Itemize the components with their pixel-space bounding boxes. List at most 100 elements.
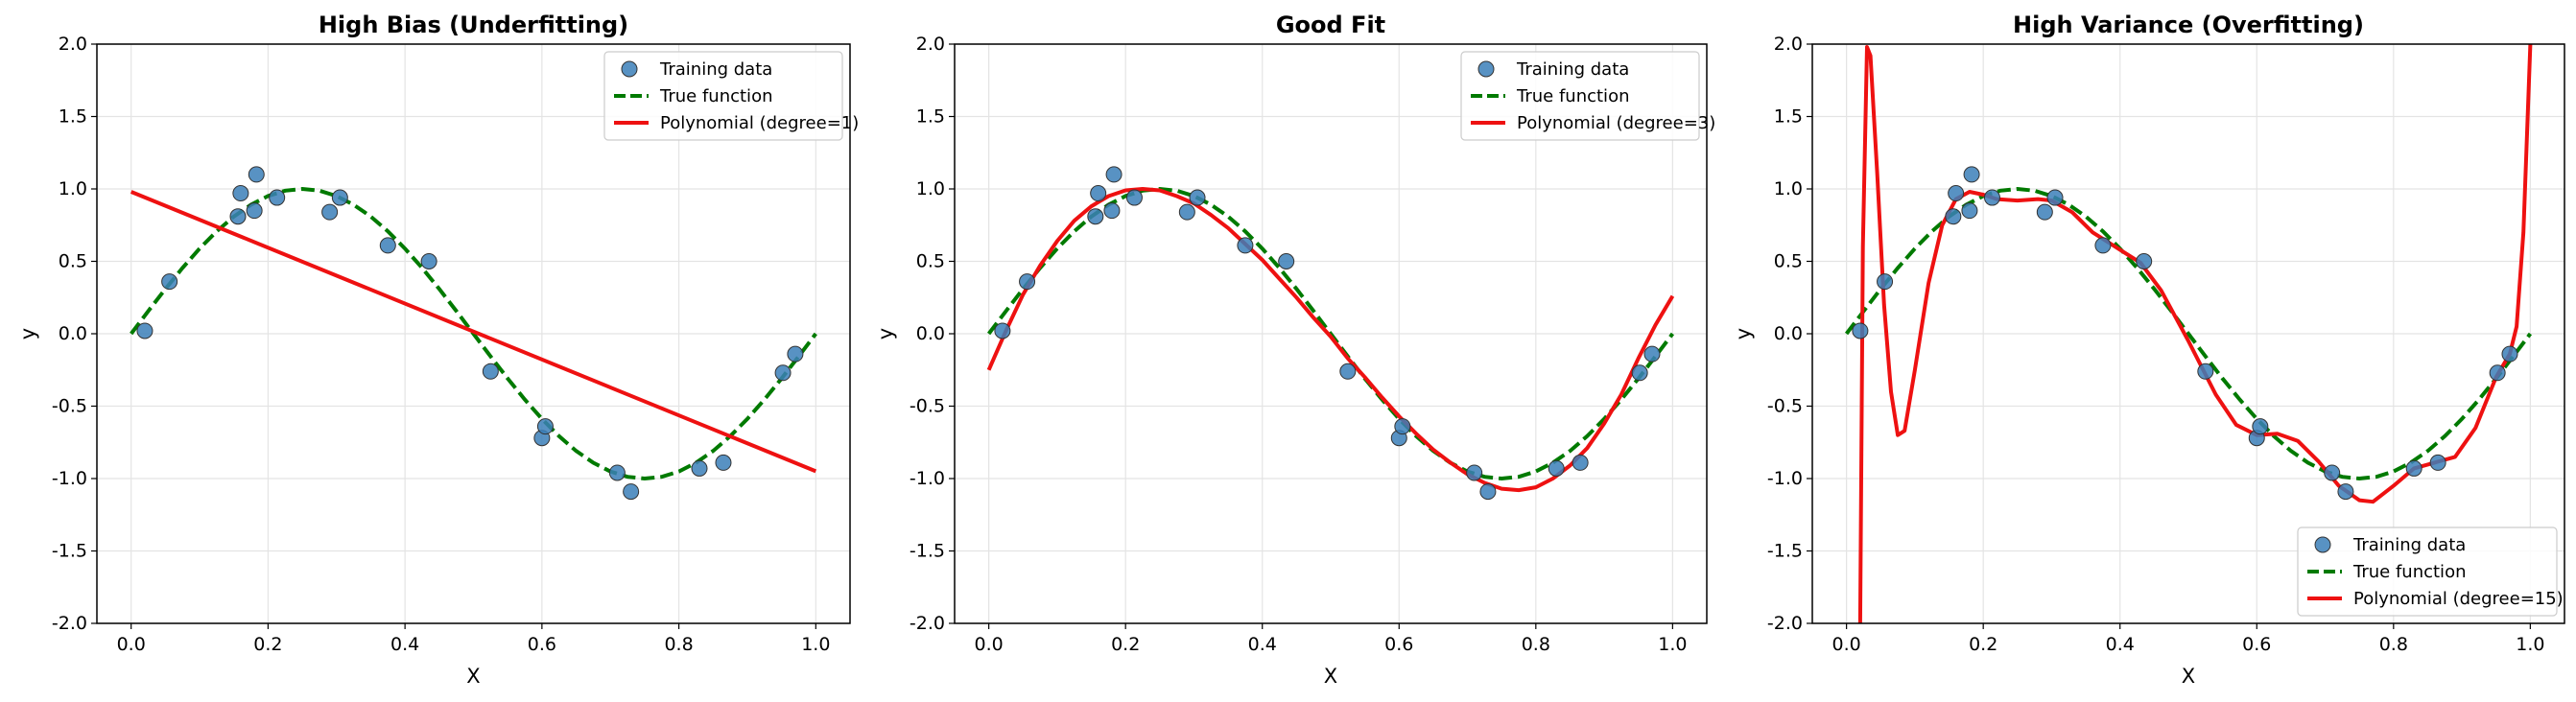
training-point <box>232 185 249 202</box>
training-point <box>420 253 437 269</box>
y-tick-label: -1.5 <box>910 541 945 562</box>
training-point <box>482 363 499 380</box>
x-tick-label: 1.0 <box>2516 634 2544 655</box>
training-point <box>1339 363 1357 380</box>
legend: Training data True function Polynomial (de… <box>603 51 859 141</box>
training-point <box>229 208 247 225</box>
axes-frame <box>1811 43 2565 624</box>
chart-panel-3: 0.0 0.2 0.4 0.6 0.8 1.0 -2.0 -1.5 -1.0 -0.5 0.0 0.5… <box>1732 12 2565 688</box>
y-tick-label: -0.5 <box>1767 396 1803 417</box>
training-point <box>774 364 792 382</box>
y-tick-label: 2.0 <box>916 34 945 55</box>
x-tick-label: 0.2 <box>1969 634 1997 655</box>
training-point <box>1963 166 1980 183</box>
training-point <box>536 418 554 435</box>
legend-box <box>603 51 843 141</box>
chart-panel-2: 0.0 0.2 0.4 0.6 0.8 1.0 -2.0 -1.5 -1.0 -0.5 0.0 0.5… <box>874 12 1715 688</box>
legend-label: Polynomial (degree=15) <box>2353 589 2564 609</box>
y-axis-label: y <box>874 328 897 339</box>
training-point <box>1961 202 1978 220</box>
true-function-line <box>987 186 1674 481</box>
legend-marker-training <box>1477 60 1495 78</box>
y-tick-label: 0.0 <box>916 323 945 344</box>
legend-label: True function <box>1516 86 1629 106</box>
legend: Training data True function Polynomial (de… <box>1460 51 1715 141</box>
x-tick-label: 0.4 <box>390 634 419 655</box>
axes-frame <box>954 43 1708 624</box>
training-point <box>1631 364 1648 382</box>
training-point <box>161 273 178 291</box>
legend-label: Training data <box>659 59 772 80</box>
chart-title: Good Fit <box>1276 12 1385 38</box>
training-point <box>2136 253 2153 269</box>
training-point <box>623 483 640 501</box>
training-point <box>2501 345 2518 363</box>
y-axis-label: y <box>1732 328 1755 339</box>
training-point <box>269 189 286 206</box>
x-tick-label: 0.6 <box>528 634 556 655</box>
legend-box <box>1460 51 1700 141</box>
training-point <box>2337 483 2354 501</box>
polynomial-fit-line <box>986 187 1675 493</box>
y-tick-label: -1.5 <box>52 541 87 562</box>
training-point <box>1548 459 1565 477</box>
x-tick-label: 0.8 <box>2379 634 2408 655</box>
legend-label: True function <box>659 86 772 106</box>
training-point <box>1178 203 1195 221</box>
plot-area <box>986 166 1675 501</box>
training-point <box>1237 237 1254 254</box>
x-tick-label: 0.2 <box>253 634 282 655</box>
training-point <box>608 464 626 481</box>
training-point <box>1983 189 2000 206</box>
legend-label: Polynomial (degree=3) <box>1517 113 1715 133</box>
training-point <box>1090 185 1107 202</box>
y-tick-label: 1.5 <box>916 106 945 128</box>
y-axis-label: y <box>16 328 39 339</box>
training-point <box>1643 345 1661 363</box>
x-axis-label: X <box>1324 665 1337 688</box>
legend-label: True function <box>2352 562 2466 582</box>
y-tick-label: -1.0 <box>1767 468 1803 489</box>
training-point <box>379 237 396 254</box>
training-point <box>787 345 804 363</box>
chart-title: High Bias (Underfitting) <box>319 12 628 38</box>
x-axis-label: X <box>2182 665 2195 688</box>
training-point <box>1019 273 1036 291</box>
training-point <box>1572 454 1589 471</box>
training-point <box>2252 418 2269 435</box>
x-tick-label: 0.6 <box>1384 634 1413 655</box>
training-point <box>715 454 732 471</box>
training-point <box>2046 189 2064 206</box>
training-point <box>2429 454 2446 471</box>
training-point <box>2489 364 2506 382</box>
training-point <box>136 322 154 339</box>
y-tick-label: 1.5 <box>1774 106 1803 128</box>
training-point <box>2405 459 2422 477</box>
training-point <box>1945 208 1962 225</box>
training-point <box>1394 418 1411 435</box>
y-tick-label: -1.0 <box>910 468 945 489</box>
x-tick-label: 0.2 <box>1111 634 1140 655</box>
training-point <box>1948 185 1965 202</box>
training-point <box>1087 208 1104 225</box>
training-point <box>1105 166 1123 183</box>
legend-label: Polynomial (degree=1) <box>660 113 859 133</box>
training-point <box>321 203 339 221</box>
x-tick-label: 0.0 <box>117 634 146 655</box>
training-point <box>246 202 263 220</box>
x-tick-label: 0.8 <box>1522 634 1550 655</box>
legend-marker-training <box>621 60 638 78</box>
training-point <box>331 189 348 206</box>
training-point <box>2324 464 2341 481</box>
training-point <box>691 459 708 477</box>
training-point <box>1189 189 1206 206</box>
polynomial-fit-line <box>130 190 817 474</box>
x-tick-label: 1.0 <box>801 634 830 655</box>
y-tick-label: 0.5 <box>59 251 87 272</box>
training-point <box>2036 203 2053 221</box>
x-tick-label: 0.8 <box>664 634 693 655</box>
y-tick-label: -0.5 <box>52 396 87 417</box>
training-point <box>1466 464 1483 481</box>
y-tick-label: 1.0 <box>59 178 87 199</box>
